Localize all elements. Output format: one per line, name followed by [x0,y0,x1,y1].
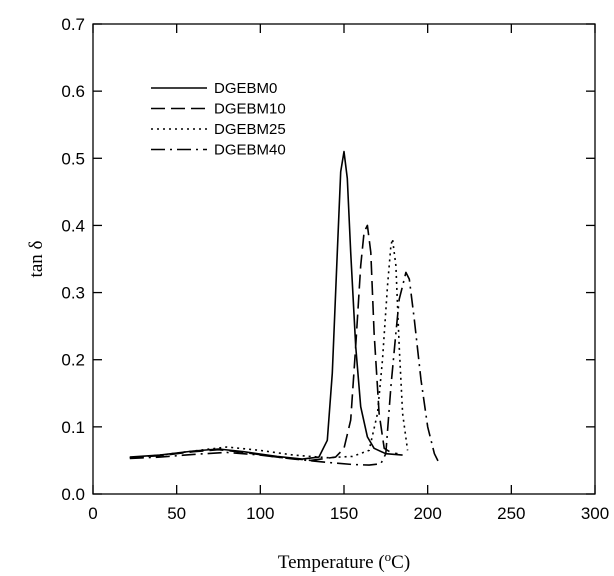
legend-label: DGEBM0 [214,80,277,97]
y-tick-label: 0.6 [61,82,85,101]
y-tick-label: 0.3 [61,284,85,303]
legend-label: DGEBM10 [214,101,286,118]
x-tick-label: 300 [581,504,609,523]
plot-frame [92,23,596,495]
x-tick-label: 100 [246,504,274,523]
y-tick-label: 0.2 [61,351,85,370]
x-tick-label: 250 [497,504,525,523]
y-tick-label: 0.5 [61,149,85,168]
y-tick-label: 0.4 [61,216,85,235]
series-line-dgebm25 [129,238,409,459]
series-line-dgebm40 [129,271,441,466]
series-line-dgebm0 [129,150,403,460]
series-line-dgebm10 [129,224,398,462]
x-tick-label: 150 [330,504,358,523]
y-tick-label: 0.7 [61,15,85,34]
x-tick-label: 200 [413,504,441,523]
y-axis-title: tan δ [26,240,47,277]
y-tick-label: 0.0 [61,485,85,504]
x-axis-title: Temperature (oC) [278,549,410,573]
y-tick-label: 0.1 [61,418,85,437]
legend-label: DGEBM25 [214,121,286,138]
legend-label: DGEBM40 [214,142,286,159]
x-tick-label: 0 [88,504,97,523]
x-tick-label: 50 [167,504,186,523]
